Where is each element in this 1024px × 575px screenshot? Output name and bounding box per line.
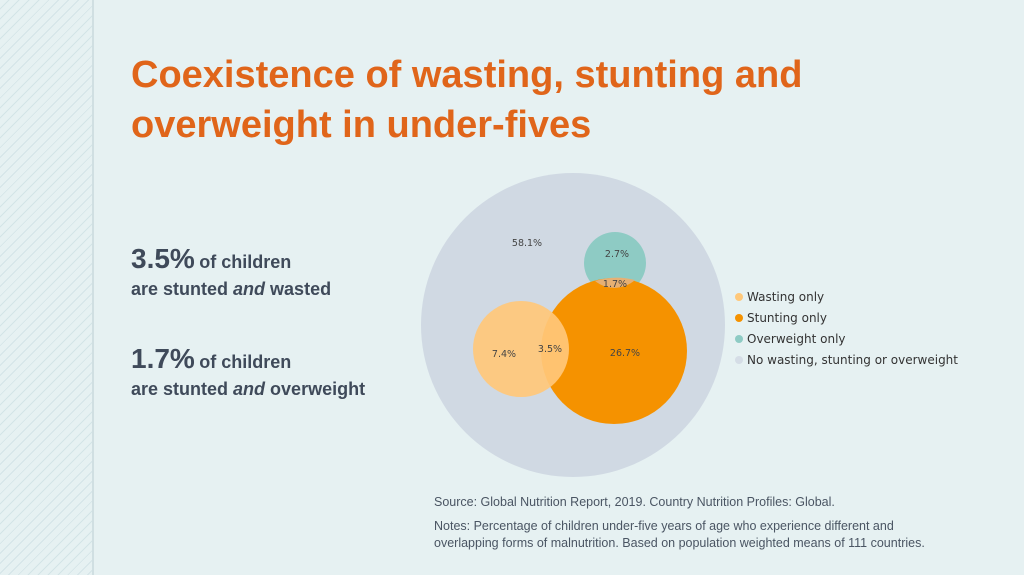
- stat-label: of children: [199, 352, 292, 372]
- title-line-2: overweight in under-fives: [131, 104, 592, 146]
- legend-item-wasting: Wasting only: [735, 286, 958, 307]
- circle-overweight: [584, 232, 646, 294]
- circle-stunting: [541, 278, 687, 424]
- notes-text: Notes: Percentage of children under-five…: [434, 519, 925, 550]
- legend: Wasting only Stunting only Overweight on…: [735, 286, 958, 370]
- page-title: Coexistence of wasting, stunting and ove…: [131, 50, 951, 150]
- legend-label: Stunting only: [747, 310, 827, 325]
- overlap-stunting-overweight: [595, 277, 635, 288]
- legend-label: Overweight only: [747, 331, 846, 346]
- legend-item-none: No wasting, stunting or overweight: [735, 349, 958, 370]
- stat-description: are stunted and overweight: [131, 379, 366, 399]
- stat-stunted-wasted: 3.5% of children are stunted and wasted: [131, 243, 331, 300]
- legend-swatch: [735, 355, 743, 364]
- stat-stunted-overweight: 1.7% of children are stunted and overwei…: [131, 343, 365, 400]
- label-stunting-only: 26.7%: [610, 348, 640, 359]
- stat-value: 1.7%: [131, 343, 195, 374]
- legend-swatch: [735, 292, 743, 301]
- legend-item-stunting: Stunting only: [735, 307, 958, 328]
- label-stunting-wasting: 3.5%: [538, 344, 562, 355]
- title-line-1: Coexistence of wasting, stunting and: [131, 54, 803, 96]
- stat-description: are stunted and wasted: [131, 279, 332, 299]
- legend-label: No wasting, stunting or overweight: [747, 352, 958, 367]
- legend-swatch: [735, 313, 743, 322]
- label-stunting-overweight: 1.7%: [603, 279, 627, 290]
- label-wasting-only: 7.4%: [492, 349, 516, 360]
- circle-wasting: [473, 301, 569, 397]
- legend-swatch: [735, 334, 743, 343]
- decorative-stripe: [0, 0, 94, 575]
- legend-label: Wasting only: [747, 289, 825, 304]
- source-text: Source: Global Nutrition Report, 2019. C…: [434, 495, 835, 509]
- label-none: 58.1%: [512, 238, 542, 249]
- stat-label: of children: [199, 252, 292, 272]
- legend-item-overweight: Overweight only: [735, 328, 958, 349]
- stat-value: 3.5%: [131, 243, 195, 274]
- label-overweight-only: 2.7%: [605, 249, 629, 260]
